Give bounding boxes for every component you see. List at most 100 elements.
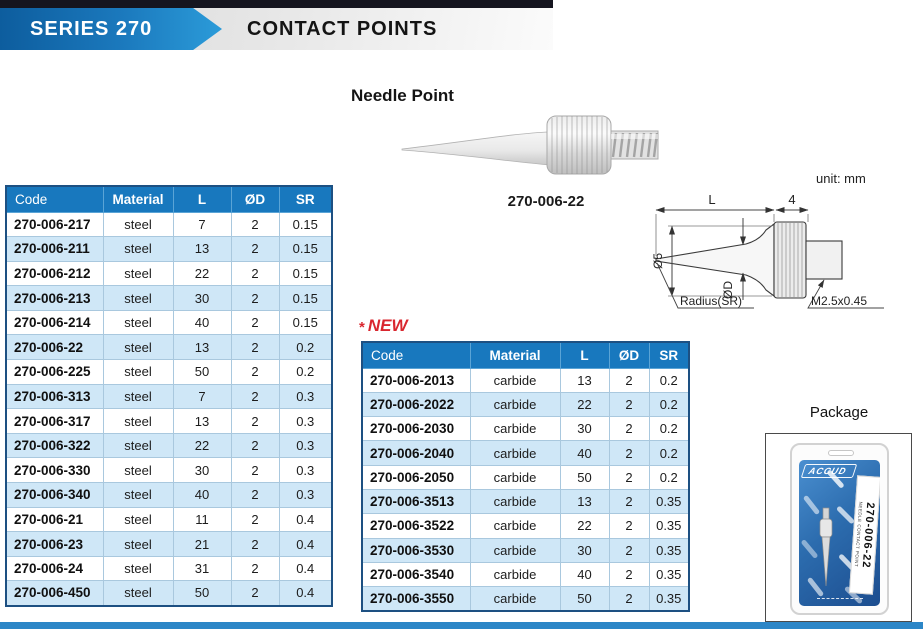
cell-od: 2 xyxy=(230,236,280,262)
pack-footer-text-strip xyxy=(817,598,863,601)
column-header-l: L xyxy=(172,186,232,213)
cell-od: 2 xyxy=(608,464,650,490)
table-row: 270-006-450 steel 50 2 0.4 xyxy=(5,580,333,606)
cell-code: 270-006-2022 xyxy=(361,391,471,418)
cell-od: 2 xyxy=(230,432,280,459)
cell-material: carbide xyxy=(469,586,561,612)
cell-material: steel xyxy=(102,555,174,582)
column-header-code: Code xyxy=(5,186,104,213)
cell-l: 50 xyxy=(559,586,610,612)
cell-l: 50 xyxy=(172,359,232,385)
cell-l: 50 xyxy=(172,580,232,606)
new-badge-star: * xyxy=(359,319,365,336)
cell-od: 2 xyxy=(608,513,650,539)
dim-l-label: L xyxy=(708,192,715,207)
cell-l: 40 xyxy=(559,440,610,466)
cell-material: steel xyxy=(102,432,174,459)
cell-sr: 0.3 xyxy=(278,457,333,484)
cell-code: 270-006-3513 xyxy=(361,488,471,515)
cell-material: steel xyxy=(102,359,174,385)
cell-sr: 0.35 xyxy=(648,513,690,539)
cell-material: steel xyxy=(102,482,174,508)
cell-od: 2 xyxy=(608,416,650,442)
cell-l: 40 xyxy=(172,309,232,336)
cell-od: 2 xyxy=(608,586,650,612)
cell-code: 270-006-24 xyxy=(5,555,104,582)
needle-cone xyxy=(401,131,550,166)
table-row: 270-006-2022 carbide 22 2 0.2 xyxy=(361,391,690,418)
cell-material: steel xyxy=(102,211,174,238)
cell-od: 2 xyxy=(608,488,650,515)
cell-code: 270-006-214 xyxy=(5,309,104,336)
thread-label: M2.5x0.45 xyxy=(811,294,867,308)
cell-sr: 0.2 xyxy=(648,391,690,418)
cell-sr: 0.35 xyxy=(648,561,690,588)
cell-sr: 0.35 xyxy=(648,488,690,515)
cell-material: carbide xyxy=(469,391,561,418)
cell-code: 270-006-2050 xyxy=(361,464,471,490)
cell-code: 270-006-340 xyxy=(5,482,104,508)
cell-l: 7 xyxy=(172,211,232,238)
cell-code: 270-006-313 xyxy=(5,383,104,410)
table-row: 270-006-3522 carbide 22 2 0.35 xyxy=(361,513,690,539)
hang-hole xyxy=(828,450,854,456)
cell-material: steel xyxy=(102,506,174,533)
table-row: 270-006-322 steel 22 2 0.3 xyxy=(5,432,333,459)
product-code-caption: 270-006-22 xyxy=(507,193,585,210)
cell-material: carbide xyxy=(469,440,561,466)
cell-od: 2 xyxy=(608,440,650,466)
cell-code: 270-006-211 xyxy=(5,236,104,262)
carbide-spec-table: Code Material L ØD SR 270-006-2013 carbid… xyxy=(361,341,690,612)
product-name: Needle Point xyxy=(351,86,454,105)
cell-sr: 0.2 xyxy=(648,416,690,442)
cell-material: steel xyxy=(102,457,174,484)
table-row: 270-006-2050 carbide 50 2 0.2 xyxy=(361,464,690,490)
cell-l: 40 xyxy=(172,482,232,508)
cell-sr: 0.3 xyxy=(278,383,333,410)
column-header-sr: SR xyxy=(278,186,333,213)
table-row: 270-006-3530 carbide 30 2 0.35 xyxy=(361,537,690,563)
cell-material: steel xyxy=(102,383,174,410)
dim-d5-label: Ø5 xyxy=(651,253,665,269)
cell-sr: 0.15 xyxy=(278,211,333,238)
cell-od: 2 xyxy=(608,537,650,563)
cell-material: steel xyxy=(102,285,174,311)
cell-sr: 0.4 xyxy=(278,506,333,533)
cell-code: 270-006-322 xyxy=(5,432,104,459)
cell-sr: 0.3 xyxy=(278,482,333,508)
cell-od: 2 xyxy=(230,383,280,410)
cell-code: 270-006-22 xyxy=(5,334,104,361)
cell-od: 2 xyxy=(230,457,280,484)
cell-code: 270-006-3522 xyxy=(361,513,471,539)
cell-l: 22 xyxy=(172,432,232,459)
table-row: 270-006-313 steel 7 2 0.3 xyxy=(5,383,333,410)
cell-code: 270-006-3540 xyxy=(361,561,471,588)
table-row: 270-006-211 steel 13 2 0.15 xyxy=(5,236,333,262)
cell-material: steel xyxy=(102,580,174,606)
table-row: 270-006-3540 carbide 40 2 0.35 xyxy=(361,561,690,588)
table-row: 270-006-24 steel 31 2 0.4 xyxy=(5,555,333,582)
cell-sr: 0.15 xyxy=(278,309,333,336)
blister-pack: ACCUD NEEDLE CONTACT POINT 270-006-22 xyxy=(790,443,889,615)
unit-label: unit: mm xyxy=(816,171,866,186)
column-header-sr: SR xyxy=(648,342,690,369)
cell-material: steel xyxy=(102,309,174,336)
cell-code: 270-006-3530 xyxy=(361,537,471,563)
table-row: 270-006-213 steel 30 2 0.15 xyxy=(5,285,333,311)
cell-od: 2 xyxy=(230,309,280,336)
cell-l: 22 xyxy=(172,260,232,287)
new-badge: * NEW xyxy=(359,316,408,336)
technical-drawing: unit: mm L 4 Ø5 ØD Radius(SR) xyxy=(651,171,884,309)
contact-point-silhouette xyxy=(800,538,819,560)
cell-sr: 0.3 xyxy=(278,432,333,459)
column-header-material: Material xyxy=(102,186,174,213)
table-header-row: Code Material L ØD SR xyxy=(5,186,333,213)
cell-material: carbide xyxy=(469,464,561,490)
pack-card: ACCUD NEEDLE CONTACT POINT 270-006-22 xyxy=(799,460,880,606)
table-row: 270-006-2030 carbide 30 2 0.2 xyxy=(361,416,690,442)
cell-sr: 0.35 xyxy=(648,537,690,563)
cell-material: steel xyxy=(102,334,174,361)
cell-material: steel xyxy=(102,260,174,287)
cell-material: carbide xyxy=(469,561,561,588)
table-row: 270-006-23 steel 21 2 0.4 xyxy=(5,531,333,557)
